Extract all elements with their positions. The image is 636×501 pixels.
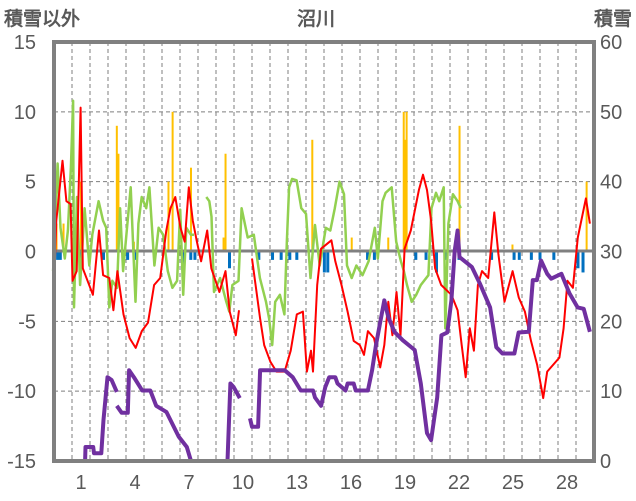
x-tick-label: 19	[394, 472, 416, 494]
blue-bar	[288, 251, 292, 260]
blue-bar	[326, 251, 330, 273]
orange-bar	[402, 111, 405, 252]
x-tick-label: 7	[183, 472, 194, 494]
blue-bar	[414, 251, 418, 260]
orange-bar	[222, 237, 225, 252]
orange-bar	[350, 237, 353, 252]
x-tick-label: 1	[75, 472, 86, 494]
red-line-segment	[52, 106, 240, 349]
blue-bar	[257, 251, 261, 260]
y-right-tick-label: 30	[600, 242, 622, 264]
red-line-segment	[251, 173, 591, 400]
blue-bar	[512, 251, 516, 260]
blue-bar	[322, 251, 326, 273]
blue-bar	[529, 251, 533, 260]
orange-bar	[387, 237, 390, 252]
blue-bar	[581, 251, 585, 273]
x-tick-label: 10	[232, 472, 254, 494]
x-tick-label: 16	[340, 472, 362, 494]
purple-line-segment	[115, 368, 242, 463]
x-tick-label: 13	[286, 472, 308, 494]
right-axis-title: 積雪	[594, 7, 632, 30]
series-lines	[51, 99, 592, 463]
y-right-tick-label: 10	[600, 381, 622, 403]
y-left-tick-label: -15	[7, 451, 36, 473]
y-left-tick-label: -5	[18, 311, 36, 333]
orange-bar	[458, 125, 461, 252]
plot-frame	[52, 40, 596, 463]
blue-bar	[424, 251, 428, 260]
blue-bar	[576, 251, 580, 269]
blue-bar	[193, 251, 197, 260]
blue-bar	[126, 251, 130, 260]
blue-bar	[517, 251, 521, 260]
blue-bar	[435, 251, 438, 273]
left-axis-title: 積雪以外	[4, 7, 80, 30]
x-tick-label: 4	[129, 472, 140, 494]
y-left-tick-label: 15	[14, 32, 36, 54]
blue-bar	[279, 251, 283, 260]
y-right-tick-label: 40	[600, 172, 622, 194]
x-tick-label: 25	[502, 472, 524, 494]
orange-bar	[171, 111, 174, 252]
blue-bar	[189, 251, 193, 260]
blue-bar	[271, 251, 275, 260]
orange-bar	[62, 223, 65, 252]
chart-title: 沼川	[297, 7, 335, 30]
y-right-tick-label: 60	[600, 32, 622, 54]
orange-bar	[405, 111, 408, 252]
green-line-segment	[205, 177, 462, 347]
blue-bar	[538, 251, 542, 260]
blue-bar	[102, 251, 105, 260]
y-right-tick-label: 20	[600, 311, 622, 333]
purple-line-segment	[248, 228, 592, 443]
y-left-tick-label: 5	[25, 172, 36, 194]
y-left-tick-label: 0	[25, 242, 36, 264]
blue-bar	[490, 251, 494, 260]
blue-bar	[295, 251, 299, 260]
orange-bar	[511, 244, 514, 252]
blue-bar	[58, 251, 62, 260]
blue-bar	[56, 251, 60, 260]
x-tick-label: 22	[448, 472, 470, 494]
orange-bar	[117, 153, 120, 252]
y-left-tick-label: 10	[14, 102, 36, 124]
orange-bar	[404, 139, 407, 252]
blue-bar	[372, 251, 376, 260]
y-right-tick-label: 0	[600, 451, 611, 473]
x-tick-label: 28	[556, 472, 578, 494]
orange-bar	[115, 125, 118, 252]
blue-bar	[552, 251, 556, 260]
orange-bar	[80, 181, 82, 252]
orange-bar	[224, 153, 227, 252]
y-left-tick-label: -10	[7, 381, 36, 403]
orange-bar	[311, 139, 314, 252]
y-right-tick-label: 50	[600, 102, 622, 124]
purple-line-segment	[54, 375, 119, 463]
green-line-segment	[51, 99, 194, 309]
blue-bar	[228, 251, 231, 269]
orange-bar	[585, 181, 588, 252]
blue-bar	[366, 251, 370, 260]
